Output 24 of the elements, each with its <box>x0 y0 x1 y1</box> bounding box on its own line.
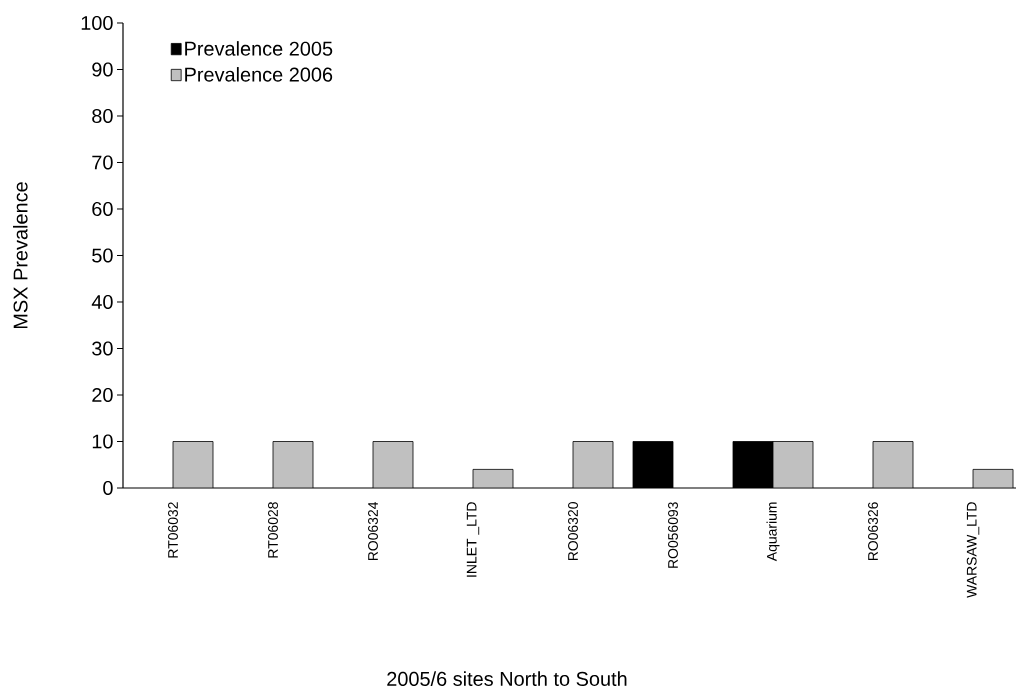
y-tick-label: 50 <box>92 248 113 263</box>
y-tick-label: 20 <box>92 387 113 403</box>
x-tick-label: RT06032 <box>168 502 178 558</box>
y-tick-label: 10 <box>92 434 113 449</box>
y-tick-label: 0 <box>103 480 113 496</box>
x-tick-label: RT06028 <box>268 502 278 558</box>
legend-label: Prevalence 2006 <box>185 67 333 82</box>
x-tick-label: RO06326 <box>868 502 878 561</box>
y-tick-label: 100 <box>81 15 113 31</box>
y-tick-label: 60 <box>92 201 113 217</box>
x-tick-label: Aquarium <box>766 502 780 562</box>
x-tick-label: RO06320 <box>568 502 578 561</box>
y-tick-label: 80 <box>92 108 113 124</box>
y-tick-label: 70 <box>92 155 113 170</box>
x-tick-label: INLET _LTD <box>466 502 480 577</box>
y-tick-label: 30 <box>92 341 113 356</box>
y-axis-title: MSX Prevalence <box>12 182 28 329</box>
x-tick-label: WARSAW_LTD <box>966 502 980 598</box>
x-axis-title: 2005/6 sites North to South <box>387 671 627 686</box>
x-tick-label: RO06324 <box>368 501 378 561</box>
legend-label: Prevalence 2005 <box>185 41 333 56</box>
x-tick-label: RO056093 <box>668 502 678 568</box>
y-tick-label: 40 <box>91 294 113 310</box>
y-tick-label: 90 <box>92 62 113 77</box>
